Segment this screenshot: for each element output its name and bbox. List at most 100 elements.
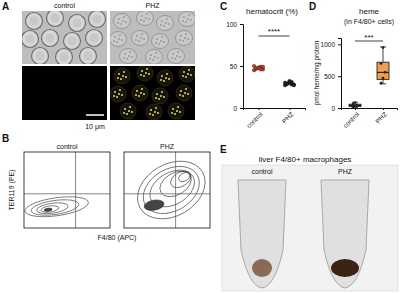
inclusion <box>161 20 163 22</box>
fluorescent-dot <box>160 95 162 97</box>
column-label: PHZ <box>160 143 175 150</box>
inclusion <box>135 39 137 41</box>
fluorescent-dot <box>184 92 186 94</box>
fluorescent-dot <box>141 70 143 72</box>
inclusion <box>149 58 151 60</box>
cell <box>22 31 39 48</box>
inclusion <box>179 39 181 41</box>
inclusion <box>160 40 162 42</box>
inclusion <box>140 19 142 21</box>
fluorescent-dot <box>149 113 151 115</box>
tick-mark <box>338 76 341 77</box>
column-label: control <box>56 143 77 150</box>
chart-subtitle: (in F4/80+ cells) <box>344 18 394 26</box>
inclusion <box>155 42 157 44</box>
fluorescent-dot <box>176 110 178 112</box>
data-point <box>384 71 387 74</box>
inclusion <box>165 22 167 24</box>
cell-center <box>90 34 99 43</box>
tick-label: control <box>245 110 264 129</box>
fluorescent-dot <box>185 88 187 90</box>
cell <box>120 49 137 64</box>
fluorescent-dot <box>152 114 154 116</box>
contour <box>135 157 208 223</box>
tick-label: 500 <box>324 73 335 80</box>
chart-title: hematocrit (%) <box>246 7 298 16</box>
fluorescent-dot <box>155 107 157 109</box>
image-background <box>110 66 195 120</box>
fluorescent-dot <box>123 112 125 114</box>
fluorescent-dot <box>118 93 120 95</box>
image-background <box>22 66 107 120</box>
fluorescent-dot <box>160 79 162 81</box>
fluorescent-dot <box>120 78 122 80</box>
inclusion <box>117 22 119 24</box>
tick-mark <box>240 108 243 109</box>
inclusion <box>123 57 125 59</box>
cell <box>32 48 49 65</box>
panel-label: C <box>220 1 227 12</box>
contour <box>24 193 90 220</box>
tick: control <box>341 108 360 129</box>
inclusion <box>124 53 126 55</box>
data-point <box>382 46 385 49</box>
cell <box>114 68 130 84</box>
inclusion <box>126 58 128 60</box>
contour <box>36 201 69 215</box>
axis-line <box>338 39 342 109</box>
fluorescent-dot <box>182 95 184 97</box>
inclusion <box>113 40 115 42</box>
panel-d: Dheme(in F4/80+ cells)pmol heme/mg prote… <box>309 1 398 129</box>
inclusion <box>188 14 190 16</box>
cell <box>152 88 168 104</box>
inclusion <box>131 56 133 58</box>
inclusion <box>123 16 125 18</box>
tick-label: 1000 <box>321 41 336 48</box>
axis: controlPHZ <box>244 108 306 129</box>
fluorescent-dot <box>150 109 152 111</box>
cell <box>179 66 195 82</box>
cell <box>42 30 59 47</box>
tick: 1000 <box>321 41 341 48</box>
tick-label: 0 <box>233 105 237 112</box>
fluorescent-dot <box>145 72 147 74</box>
tick-mark <box>338 44 341 45</box>
cell <box>26 13 43 30</box>
panel-a: AcontrolPHZ10 μm <box>2 1 196 131</box>
figure: AcontrolPHZ10 μmBcontrolPHZTER119 (PE)F4… <box>0 0 400 293</box>
inclusion <box>160 24 162 26</box>
fluorescent-dot <box>185 76 187 78</box>
fluorescent-dot <box>154 111 156 113</box>
inclusion <box>182 20 184 22</box>
cell <box>80 48 97 65</box>
gate-line <box>24 193 110 194</box>
tick: 0 <box>331 105 341 112</box>
tube <box>321 180 369 288</box>
plot-background <box>24 152 110 228</box>
inclusion <box>166 18 168 20</box>
tick-label: PHZ <box>374 110 388 124</box>
inclusion <box>140 37 142 39</box>
inclusion <box>136 35 138 37</box>
tube <box>238 180 286 288</box>
flow-plot <box>24 152 110 228</box>
panel-b: BcontrolPHZTER119 (PE)F4/80 (APC) <box>2 133 215 242</box>
inclusion <box>158 43 160 45</box>
tick-mark <box>240 24 243 25</box>
tick-label: control <box>341 110 360 129</box>
inclusion <box>183 16 185 18</box>
cell <box>168 49 185 64</box>
axis: 050100 <box>226 21 243 112</box>
cell <box>176 85 192 101</box>
tick-label: 50 <box>230 63 238 70</box>
median <box>377 72 389 73</box>
fluorescent-dot <box>179 111 181 113</box>
contour <box>44 208 52 212</box>
inclusion <box>146 13 148 15</box>
cell-pellet <box>252 259 272 277</box>
fluorescent-dot <box>121 94 123 96</box>
fluorescent-dot <box>180 90 182 92</box>
fluorescent-dot <box>140 92 142 94</box>
inclusion <box>156 38 158 40</box>
inclusion <box>143 38 145 40</box>
